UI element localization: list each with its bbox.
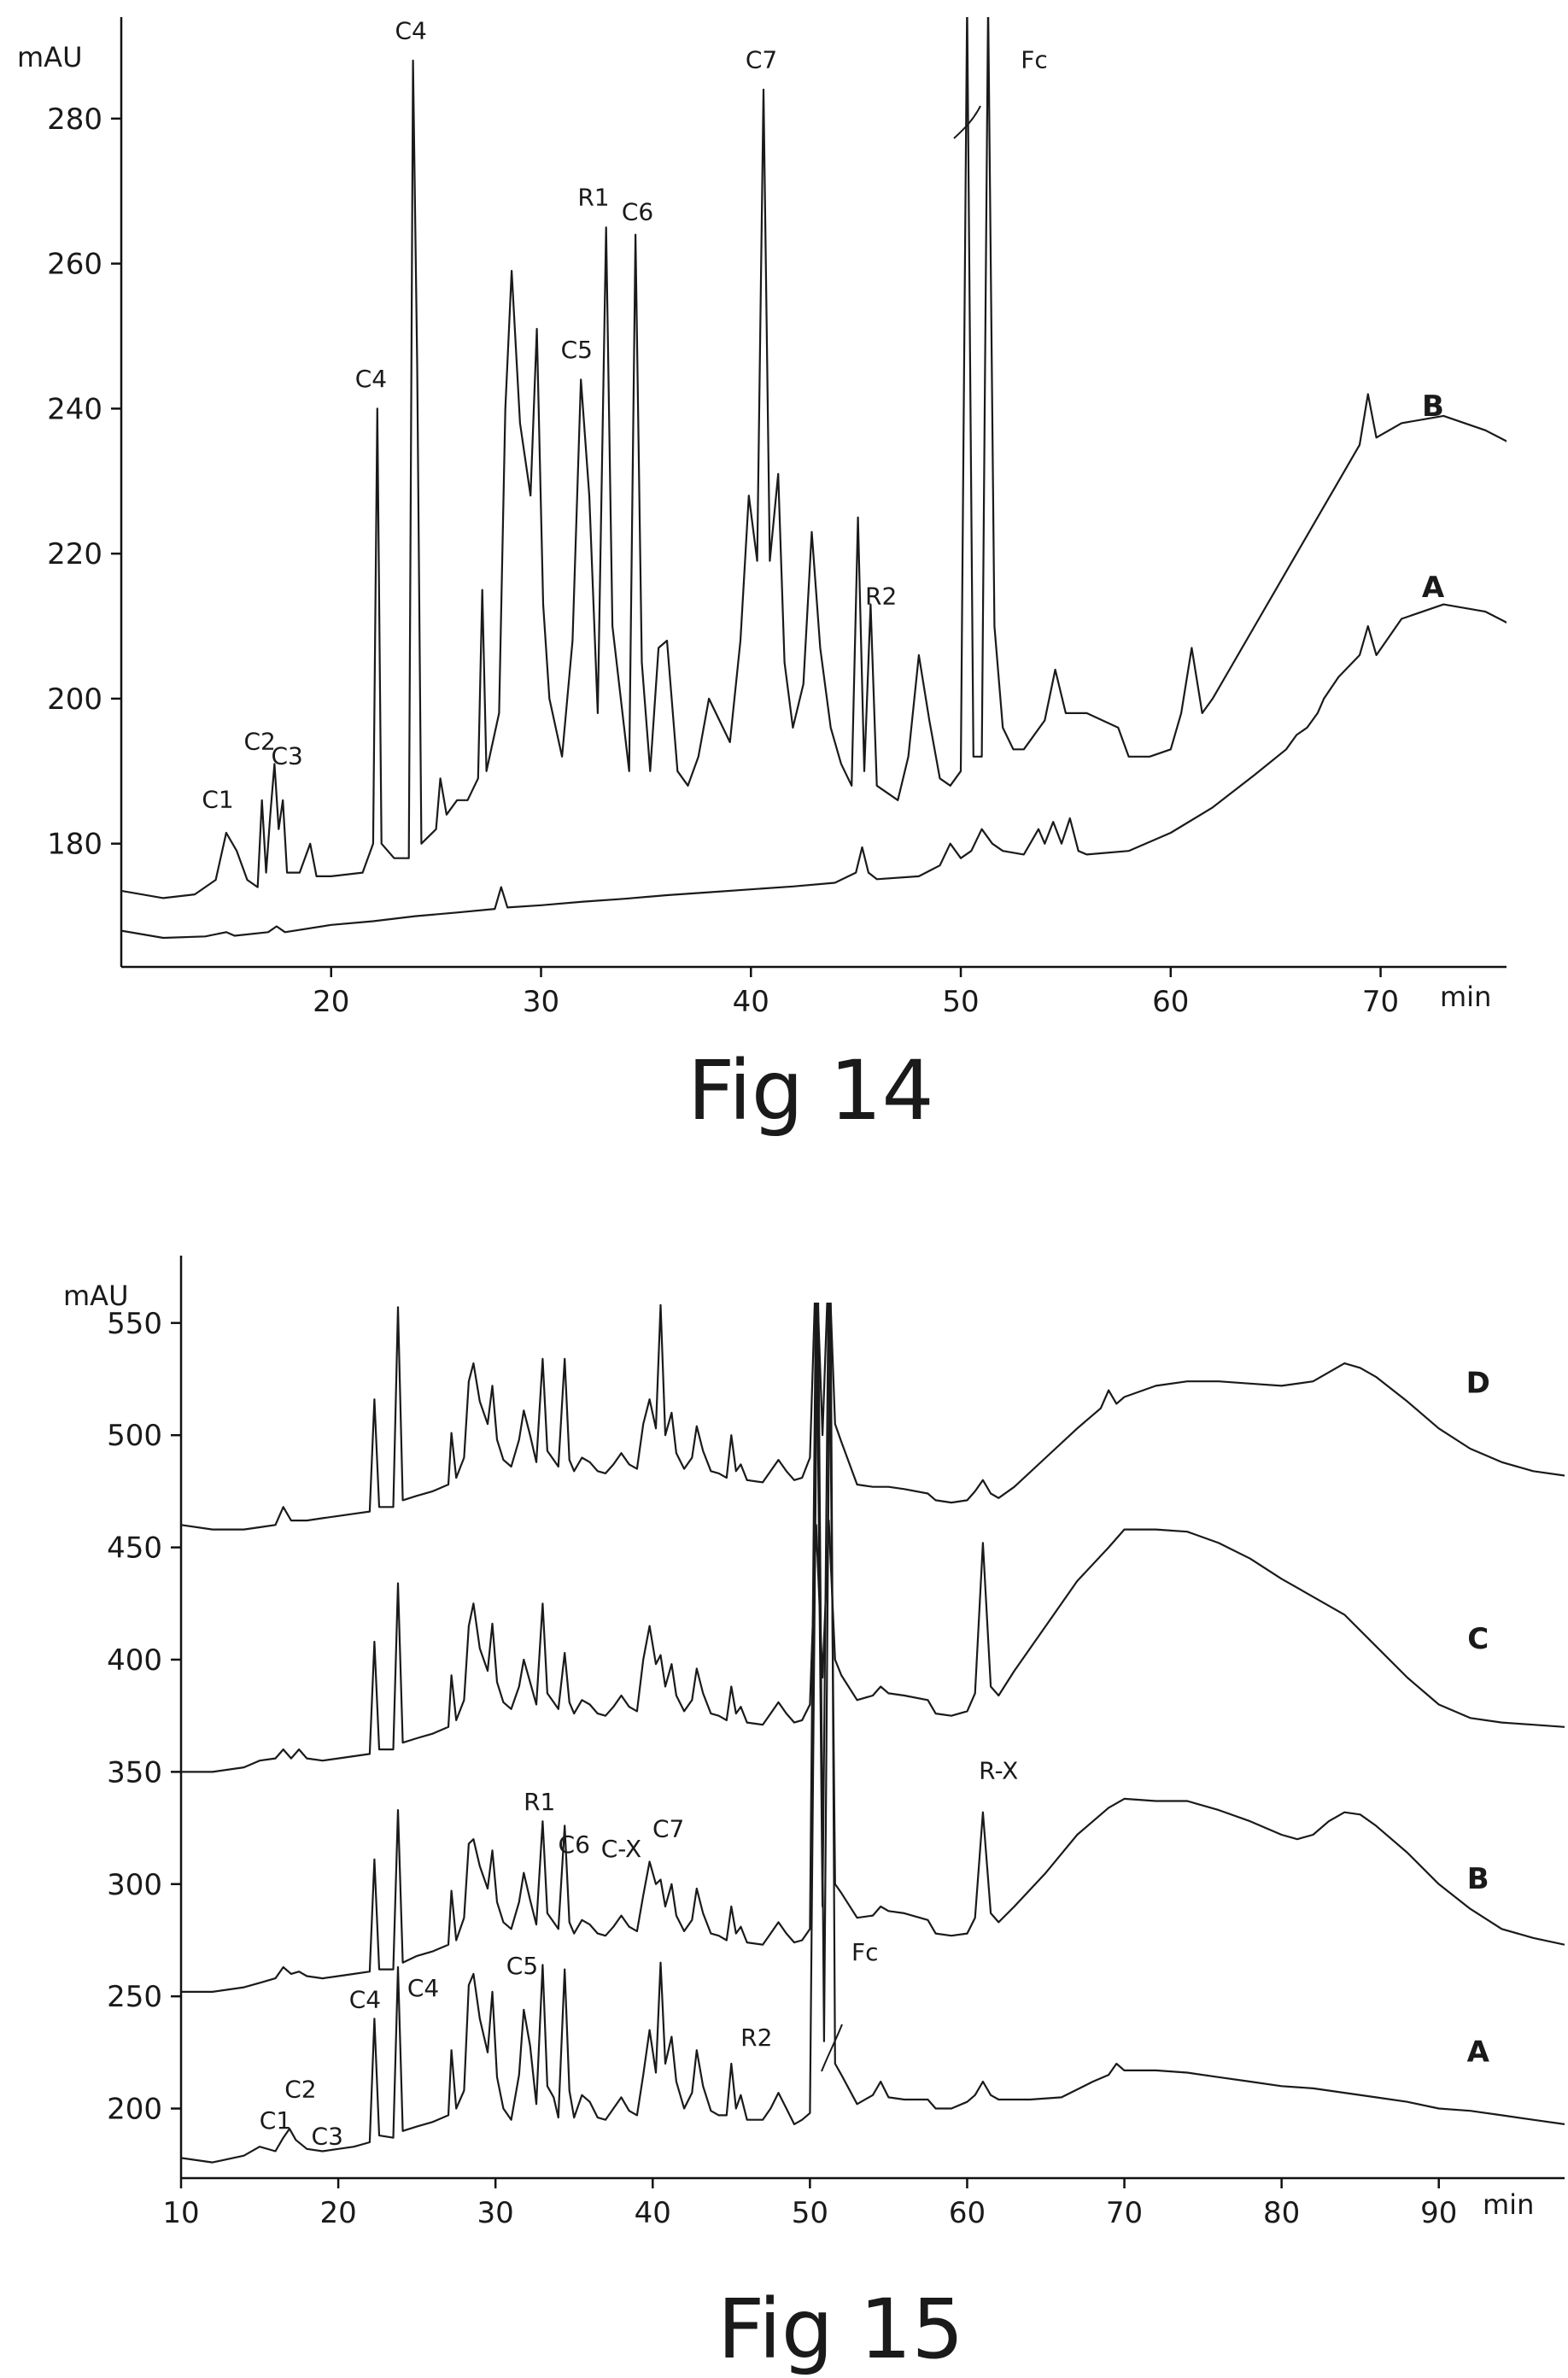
fig15-peak-label: C-X	[601, 1835, 641, 1863]
fig15-fc-leader	[821, 2024, 843, 2072]
fig15-trace-label: B	[1467, 1862, 1489, 1896]
fig15-peak-label: R1	[524, 1788, 555, 1816]
fig14-trace-label: A	[1422, 571, 1445, 605]
fig14-x-unit: min	[1440, 981, 1491, 1013]
fig14-peak-label: C1	[202, 785, 233, 813]
fig15-trace-label: D	[1466, 1366, 1490, 1400]
fig15-y-tick-label: 300	[107, 1868, 162, 1902]
fig14-y-tick-label: 240	[47, 392, 102, 426]
fig14-trace-label: B	[1422, 390, 1444, 424]
fig15-peak-label: C2	[284, 2075, 316, 2103]
fig15-y-tick-label: 200	[107, 2093, 162, 2127]
fig15-peak-label: C6	[559, 1830, 590, 1859]
fig14-x-tick-label: 20	[313, 985, 349, 1019]
fig15-x-tick-label: 70	[1106, 2196, 1143, 2230]
fig15-trace-label: C	[1467, 1622, 1489, 1656]
fig14-y-tick-label: 200	[47, 682, 102, 717]
fig15-trace-C	[181, 1520, 1565, 1773]
fig15-trace-B	[181, 1303, 1565, 1993]
fig15-y-tick-label: 550	[107, 1307, 162, 1341]
fig15-trace-labels: D C B A	[1466, 1366, 1490, 2069]
fig14-x-tick-label: 30	[523, 985, 559, 1019]
fig15-trace-A	[181, 1303, 1565, 2164]
fig15-x-unit: min	[1483, 2188, 1534, 2221]
fig14-trace-A	[121, 603, 1507, 940]
fig14-y-tick-label: 280	[47, 102, 102, 137]
fig15-x-tick-label: 10	[162, 2196, 199, 2230]
fig15-y-tick-label: 500	[107, 1419, 162, 1453]
fig14-peak-label: C4	[355, 365, 387, 393]
fig15-y-tick-label: 350	[107, 1755, 162, 1789]
fig15-x-ticks: 10 20 30 40 50 60 70 80 90	[162, 2178, 1457, 2230]
fig15-trace-D	[181, 1303, 1565, 1531]
fig15-y-tick-label: 450	[107, 1532, 162, 1566]
fig14-y-tick-label: 180	[47, 828, 102, 862]
fig15-x-tick-label: 40	[635, 2196, 671, 2230]
fig14-peak-label: C6	[622, 198, 653, 226]
fig15-peak-label: C5	[506, 1952, 538, 1980]
fig15-chart: 200 250 300 350 400 450 500 550 10 20 30 40 50 60 70 8…	[63, 1256, 1565, 2377]
fig15-y-tick-label: 250	[107, 1980, 162, 2014]
fig14-y-unit: mAU	[17, 41, 82, 73]
fig15-y-unit: mAU	[63, 1280, 128, 1312]
fig15-peak-label: R-X	[979, 1756, 1018, 1784]
fig14-peak-label: C2	[244, 727, 276, 755]
fig14-trace-labels: BA	[1422, 390, 1445, 605]
fig14-trace-B	[121, 17, 1507, 899]
fig15-x-tick-label: 50	[792, 2196, 828, 2230]
fig15-traces	[181, 1303, 1565, 2164]
fig14-x-tick-label: 70	[1362, 985, 1399, 1019]
fig15-trace-label: A	[1467, 2035, 1490, 2069]
fig14-peak-label: C4	[395, 16, 426, 44]
fig14-traces	[121, 17, 1507, 940]
fig15-peak-label: C1	[260, 2106, 291, 2135]
fig14-peak-label: R1	[577, 184, 609, 212]
fig15-x-tick-label: 80	[1263, 2196, 1300, 2230]
fig15-x-tick-label: 90	[1420, 2196, 1457, 2230]
fig14-peak-label: C7	[746, 45, 777, 73]
fig15-peak-label: C3	[312, 2123, 343, 2151]
fig14-y-tick-label: 260	[47, 248, 102, 282]
fig14-peak-label: C3	[271, 741, 302, 770]
fig14-y-ticks: 180 200 220 240 260 280	[47, 102, 121, 862]
fig14-y-tick-label: 220	[47, 537, 102, 571]
fig15-y-tick-label: 400	[107, 1643, 162, 1678]
fig15-y-ticks: 200 250 300 350 400 450 500 550	[107, 1307, 181, 2127]
fig14-peak-label: C5	[561, 336, 593, 364]
fig15-caption: Fig 15	[717, 2281, 964, 2377]
fig14-peak-label: Fc	[1021, 45, 1048, 73]
fig15-peak-label: C4	[349, 1985, 381, 2013]
fig15-x-tick-label: 20	[319, 2196, 356, 2230]
fig14-peak-label: R2	[865, 583, 897, 611]
fig15-peak-label: R2	[740, 2024, 772, 2052]
fig14-caption: Fig 14	[687, 1043, 934, 1139]
fig15-x-tick-label: 60	[949, 2196, 986, 2230]
fig15-peak-label: C4	[407, 1974, 439, 2002]
fig14-x-tick-label: 60	[1152, 985, 1189, 1019]
fig14-x-tick-label: 40	[733, 985, 769, 1019]
fig14-fc-leader	[953, 105, 981, 139]
fig15-peak-label: Fc	[851, 1938, 879, 1966]
fig14-x-tick-label: 50	[942, 985, 979, 1019]
fig14-x-ticks: 20 30 40 50 60 70	[313, 967, 1399, 1019]
fig15-x-tick-label: 30	[477, 2196, 514, 2230]
fig15-peak-label: C7	[652, 1815, 684, 1843]
